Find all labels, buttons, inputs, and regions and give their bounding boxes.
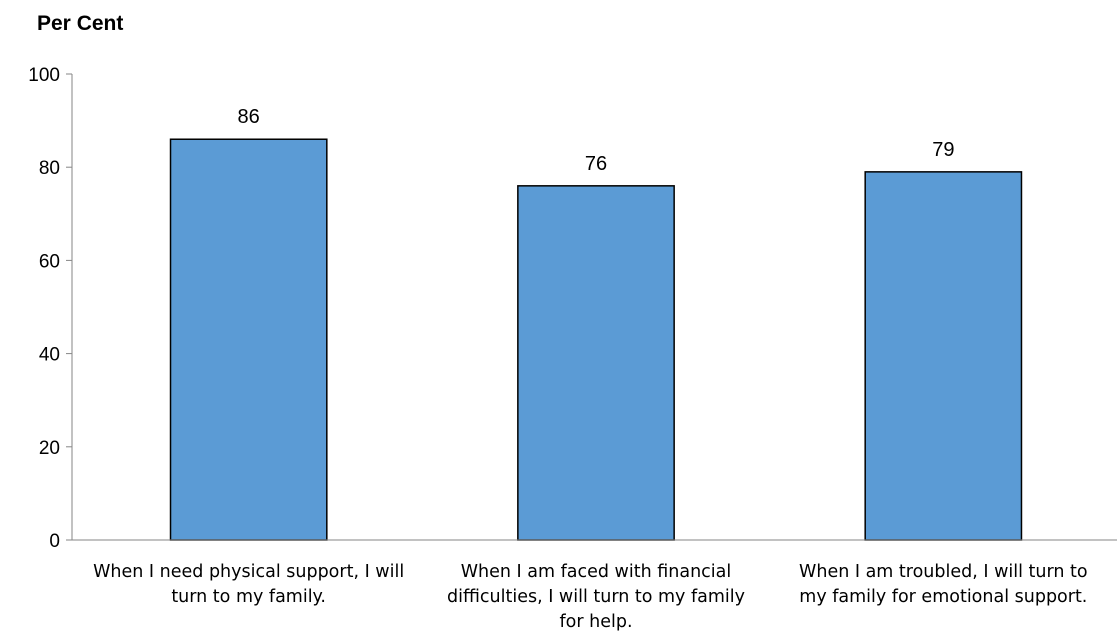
bar-value-label: 86: [238, 106, 260, 128]
y-axis-title: Per Cent: [37, 12, 123, 35]
bar-value-label: 76: [585, 153, 607, 175]
x-category-label: When I need physical support, I will turn…: [69, 560, 429, 610]
x-category-label: When I am faced with financial difficulti…: [416, 560, 776, 635]
x-category-label-line: When I am troubled, I will turn to: [799, 562, 1088, 582]
x-category-label-line: When I am faced with financial: [460, 562, 732, 582]
bar-value-label: 79: [932, 139, 954, 161]
y-tick-label: 0: [49, 531, 60, 552]
y-tick-label: 100: [28, 65, 60, 86]
x-category-label-line: my family for emotional support.: [799, 587, 1088, 607]
y-tick-label: 20: [39, 438, 60, 459]
y-axis-ticks: 0 20 40 60 80 100: [28, 65, 72, 552]
y-tick-label: 40: [39, 345, 60, 366]
bar: [864, 171, 1023, 541]
bar: [169, 138, 328, 541]
x-category-label: When I am troubled, I will turn to my fam…: [763, 560, 1119, 610]
y-tick-label: 60: [39, 251, 60, 272]
x-category-label-line: turn to my family.: [171, 587, 326, 607]
x-category-label-line: difficulties, I will turn to my family: [447, 587, 745, 607]
y-tick-label: 80: [39, 158, 60, 179]
x-category-label-line: When I need physical support, I will: [93, 562, 405, 582]
x-category-label-line: for help.: [559, 612, 633, 632]
bar: [517, 185, 675, 541]
bars: 86 76 79: [169, 106, 1023, 541]
